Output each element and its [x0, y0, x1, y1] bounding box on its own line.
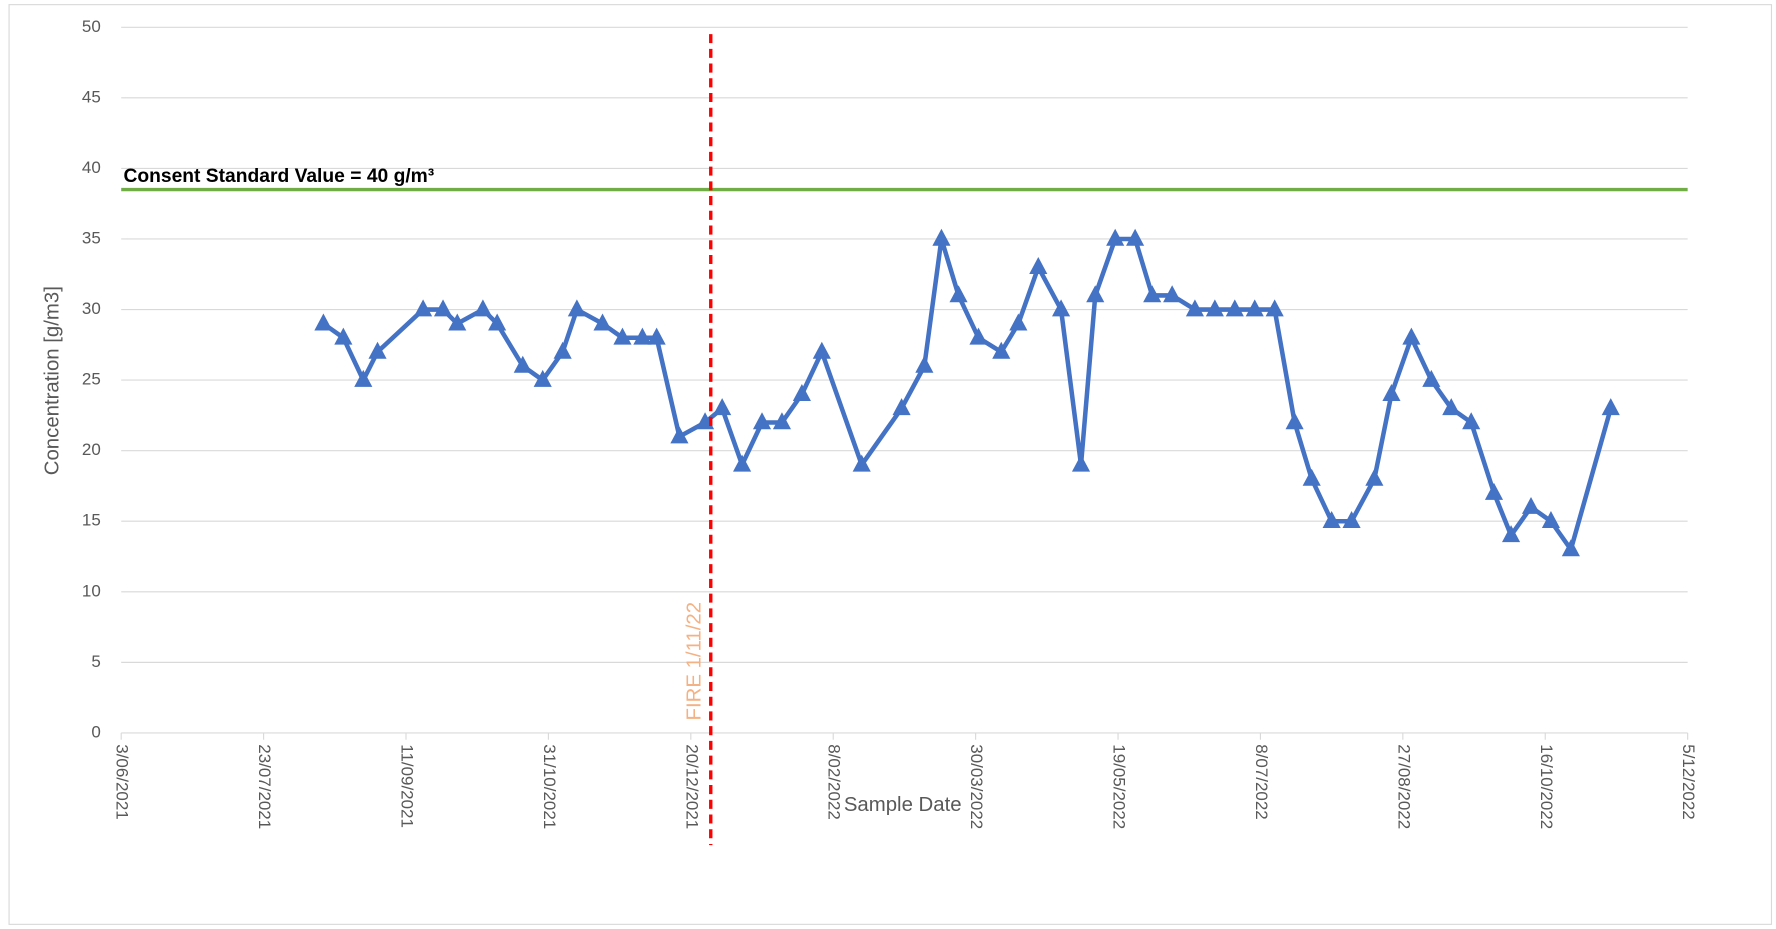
x-tick-label: 23/07/2021: [255, 744, 274, 829]
marker: [414, 299, 433, 317]
marker: [1442, 398, 1461, 416]
marker: [792, 384, 811, 402]
marker: [772, 412, 792, 430]
marker: [1601, 398, 1620, 416]
marker: [1143, 285, 1162, 303]
marker: [1302, 468, 1321, 486]
marker: [1163, 285, 1182, 303]
y-tick-label: 20: [82, 440, 101, 459]
y-axis-label: Concentration [g/m3]: [42, 286, 64, 475]
marker: [1484, 482, 1504, 500]
marker: [992, 341, 1011, 359]
marker: [1029, 257, 1048, 275]
marker: [670, 426, 689, 444]
marker: [513, 355, 532, 373]
marker: [1322, 511, 1341, 529]
marker: [488, 313, 507, 331]
y-tick-label: 15: [82, 511, 101, 530]
marker: [334, 327, 353, 345]
y-tick-label: 25: [82, 370, 101, 389]
x-tick-label: 3/06/2021: [113, 744, 132, 820]
marker: [932, 228, 951, 246]
marker: [1365, 468, 1384, 486]
marker: [969, 327, 988, 345]
x-tick-label: 8/02/2022: [825, 744, 844, 820]
marker: [1086, 285, 1105, 303]
y-tick-label: 10: [82, 581, 101, 600]
marker: [1382, 384, 1401, 402]
y-tick-label: 45: [82, 87, 101, 106]
marker: [915, 355, 934, 373]
series-line: [322, 236, 1613, 552]
marker: [1052, 299, 1071, 317]
x-tick-label: 31/10/2021: [540, 744, 559, 829]
marker: [1009, 313, 1028, 331]
marker: [1342, 511, 1361, 529]
marker: [1285, 412, 1304, 430]
y-tick-label: 40: [82, 158, 101, 177]
y-tick-label: 5: [91, 652, 100, 671]
marker: [633, 327, 652, 345]
marker: [473, 299, 492, 317]
marker: [1185, 299, 1204, 317]
y-tick-label: 0: [91, 722, 100, 741]
x-tick-label: 27/08/2022: [1394, 744, 1413, 829]
marker: [1402, 327, 1421, 345]
marker: [1205, 299, 1224, 317]
marker: [713, 398, 732, 416]
x-tick-label: 8/07/2022: [1252, 744, 1271, 819]
marker: [892, 398, 911, 416]
marker: [949, 285, 968, 303]
x-tick-label: 11/09/2021: [398, 744, 417, 828]
marker: [1265, 299, 1284, 317]
marker: [1106, 228, 1125, 246]
marker: [1126, 228, 1145, 246]
marker: [1561, 539, 1580, 557]
y-tick-label: 35: [82, 228, 101, 247]
x-tick-label: 20/12/2021: [682, 744, 701, 829]
marker: [553, 341, 572, 359]
marker: [733, 454, 752, 472]
x-tick-label: 19/05/2022: [1110, 744, 1129, 829]
consent-label: Consent Standard Value = 40 g/m³: [123, 166, 434, 187]
marker: [752, 412, 772, 430]
x-tick-label: 16/10/2022: [1537, 744, 1556, 829]
chart-border: [8, 4, 1773, 925]
y-tick-label: 30: [82, 299, 101, 318]
marker: [1521, 496, 1541, 514]
marker: [647, 327, 666, 345]
marker: [448, 313, 467, 331]
x-tick-label: 30/03/2022: [967, 744, 986, 829]
marker: [1225, 299, 1244, 317]
marker: [1245, 299, 1264, 317]
marker: [1071, 454, 1091, 472]
marker: [368, 341, 387, 359]
marker: [812, 341, 831, 359]
marker: [314, 313, 333, 331]
marker: [593, 313, 612, 331]
marker: [1502, 525, 1521, 543]
marker: [533, 369, 552, 387]
marker: [433, 299, 453, 317]
marker: [852, 454, 871, 472]
marker: [1541, 511, 1561, 529]
x-tick-label: 5/12/2022: [1679, 744, 1698, 820]
marker: [1462, 412, 1481, 430]
x-axis-label: Sample Date: [844, 794, 962, 816]
marker: [354, 369, 373, 387]
marker: [613, 327, 632, 345]
marker: [1422, 369, 1441, 387]
fire-label: FIRE 1/11/22: [683, 602, 705, 721]
y-tick-label: 50: [82, 17, 101, 36]
marker: [567, 299, 586, 317]
